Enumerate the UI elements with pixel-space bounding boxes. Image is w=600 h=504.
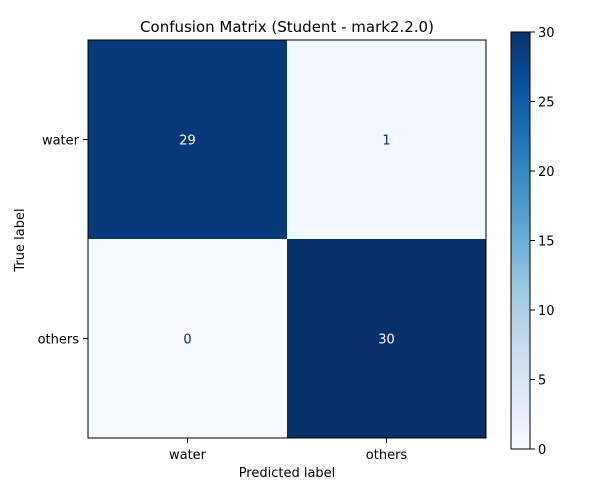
x-tick-label: others xyxy=(366,448,408,463)
x-axis-label: Predicted label xyxy=(239,466,336,481)
colorbar-tick-label: 10 xyxy=(538,304,555,319)
colorbar-ticks: 0 5 10 15 20 25 30 xyxy=(530,26,555,458)
y-tick-label: water xyxy=(42,134,80,149)
matrix-cell-labels: 29 1 0 30 xyxy=(179,134,395,348)
y-axis-ticks: water others xyxy=(38,134,88,348)
matrix-cell xyxy=(287,239,486,438)
matrix-cell-value: 29 xyxy=(179,134,196,149)
matrix-cell-value: 30 xyxy=(378,333,395,348)
colorbar-tick-label: 30 xyxy=(538,26,555,41)
colorbar-tick-label: 20 xyxy=(538,165,555,180)
matrix-cell-value: 0 xyxy=(183,333,191,348)
matrix-cell xyxy=(287,40,486,239)
colorbar-tick-label: 5 xyxy=(538,374,546,389)
matrix-cell-value: 1 xyxy=(382,134,390,149)
colorbar xyxy=(510,31,531,450)
y-axis-label: True label xyxy=(13,208,28,272)
plot-frame xyxy=(87,39,487,439)
x-axis-ticks: water others xyxy=(169,438,407,463)
matrix-cell xyxy=(88,239,287,438)
y-tick-label: others xyxy=(38,333,80,348)
chart-title: Confusion Matrix (Student - mark2.2.0) xyxy=(140,18,434,36)
colorbar-tick-label: 15 xyxy=(538,235,555,250)
colorbar-tick-label: 0 xyxy=(538,443,546,458)
colorbar-tick-label: 25 xyxy=(538,96,555,111)
x-tick-label: water xyxy=(169,448,207,463)
matrix-cells xyxy=(88,40,486,438)
matrix-cell xyxy=(88,40,287,239)
